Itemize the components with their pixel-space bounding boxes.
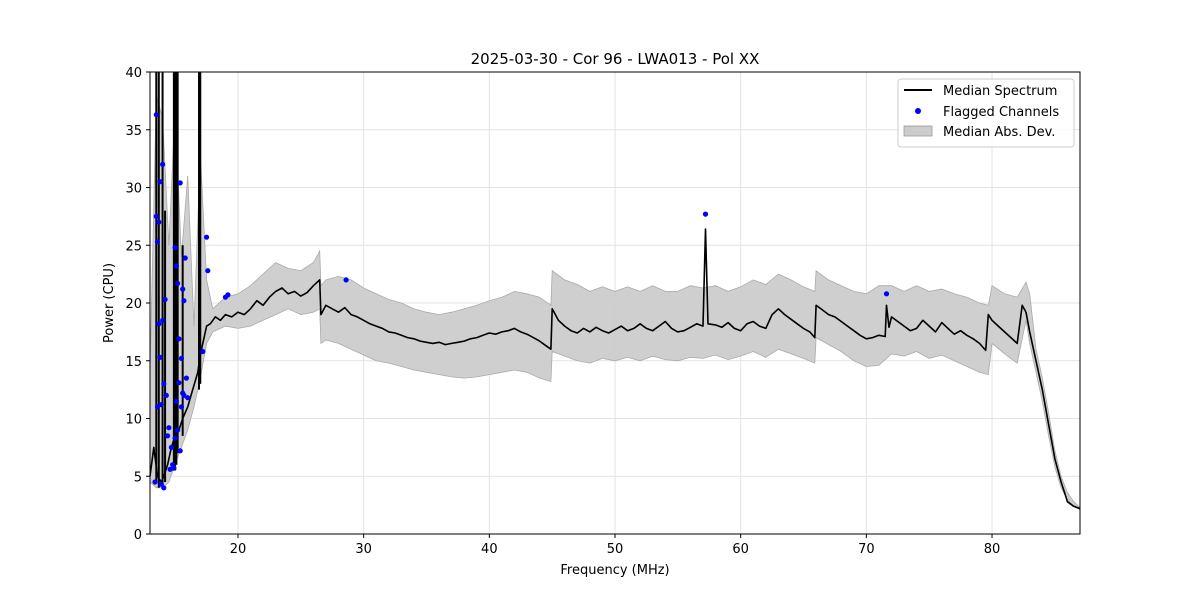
flagged-point bbox=[175, 280, 181, 286]
x-tick-label: 60 bbox=[732, 542, 749, 557]
flagged-point bbox=[160, 317, 166, 323]
x-tick-label: 30 bbox=[355, 542, 372, 557]
x-axis-ticks: 20 30 40 50 60 70 80 bbox=[230, 534, 1001, 557]
flagged-point bbox=[175, 427, 181, 433]
flagged-point bbox=[158, 402, 164, 408]
flagged-point bbox=[343, 277, 349, 283]
flagged-point bbox=[180, 286, 186, 292]
flagged-point bbox=[171, 465, 177, 471]
legend-band-swatch bbox=[903, 125, 933, 137]
x-tick-label: 50 bbox=[607, 542, 624, 557]
flagged-point bbox=[176, 336, 182, 342]
flagged-point bbox=[883, 291, 890, 297]
flagged-point bbox=[153, 213, 159, 219]
legend-entry-median: Median Spectrum bbox=[943, 84, 1057, 99]
flagged-point bbox=[166, 425, 172, 431]
legend-entry-mad: Median Abs. Dev. bbox=[943, 125, 1055, 140]
flagged-point bbox=[176, 380, 182, 386]
flagged-point bbox=[173, 398, 179, 404]
flagged-point bbox=[157, 179, 163, 185]
y-axis-ticks: 0 5 10 15 20 25 30 35 40 bbox=[125, 66, 150, 543]
x-tick-label: 20 bbox=[230, 542, 247, 557]
y-tick-label: 30 bbox=[125, 182, 142, 197]
flagged-point bbox=[172, 245, 178, 251]
x-tick-label: 80 bbox=[984, 542, 1001, 557]
y-axis-label: Power (CPU) bbox=[102, 263, 117, 343]
legend: Median Spectrum Flagged Channels Median … bbox=[897, 78, 1075, 148]
flagged-point bbox=[157, 354, 163, 360]
flagged-point bbox=[204, 234, 210, 240]
x-tick-label: 40 bbox=[481, 542, 498, 557]
flagged-point bbox=[178, 355, 184, 361]
flagged-point bbox=[702, 211, 709, 217]
y-tick-label: 15 bbox=[125, 355, 142, 370]
flagged-point bbox=[181, 392, 187, 398]
flagged-point bbox=[225, 292, 231, 298]
x-tick-label: 70 bbox=[858, 542, 875, 557]
legend-box bbox=[897, 78, 1075, 148]
flagged-point bbox=[160, 161, 166, 167]
flagged-point bbox=[172, 435, 178, 441]
flagged-point bbox=[161, 381, 167, 387]
y-tick-label: 5 bbox=[134, 470, 142, 485]
flagged-point bbox=[153, 112, 159, 118]
y-tick-label: 25 bbox=[125, 239, 142, 254]
flagged-point bbox=[161, 485, 167, 491]
y-tick-label: 10 bbox=[125, 413, 142, 428]
median-spectrum-line bbox=[149, 228, 1081, 510]
x-axis-label: Frequency (MHz) bbox=[560, 563, 669, 578]
flagged-point bbox=[178, 404, 184, 410]
flagged-point bbox=[156, 321, 162, 327]
chart-title: 2025-03-30 - Cor 96 - LWA013 - Pol XX bbox=[471, 50, 760, 68]
y-tick-label: 40 bbox=[125, 66, 142, 81]
legend-entry-flagged: Flagged Channels bbox=[943, 105, 1059, 120]
flagged-point bbox=[154, 239, 161, 245]
flagged-points-layer bbox=[152, 112, 890, 491]
flagged-point bbox=[156, 219, 162, 225]
flagged-point bbox=[181, 298, 187, 304]
flagged-point bbox=[185, 395, 191, 401]
flagged-point bbox=[183, 375, 189, 381]
flagged-point bbox=[152, 479, 158, 485]
flagged-point bbox=[165, 433, 171, 439]
legend-point-swatch bbox=[915, 108, 921, 114]
y-tick-label: 20 bbox=[125, 297, 142, 312]
y-tick-label: 35 bbox=[125, 124, 142, 139]
flagged-point bbox=[163, 392, 169, 398]
rfi-spikes bbox=[155, 72, 202, 488]
flagged-point bbox=[162, 296, 168, 303]
flagged-point bbox=[154, 404, 161, 410]
flagged-point bbox=[173, 263, 179, 269]
flagged-point bbox=[205, 268, 211, 274]
median-line-layer bbox=[149, 72, 1081, 510]
flagged-point bbox=[168, 444, 174, 450]
flagged-point bbox=[177, 180, 183, 186]
flagged-point bbox=[182, 255, 188, 261]
flagged-point bbox=[177, 448, 183, 454]
flagged-point bbox=[200, 348, 206, 355]
y-tick-label: 0 bbox=[134, 528, 142, 543]
